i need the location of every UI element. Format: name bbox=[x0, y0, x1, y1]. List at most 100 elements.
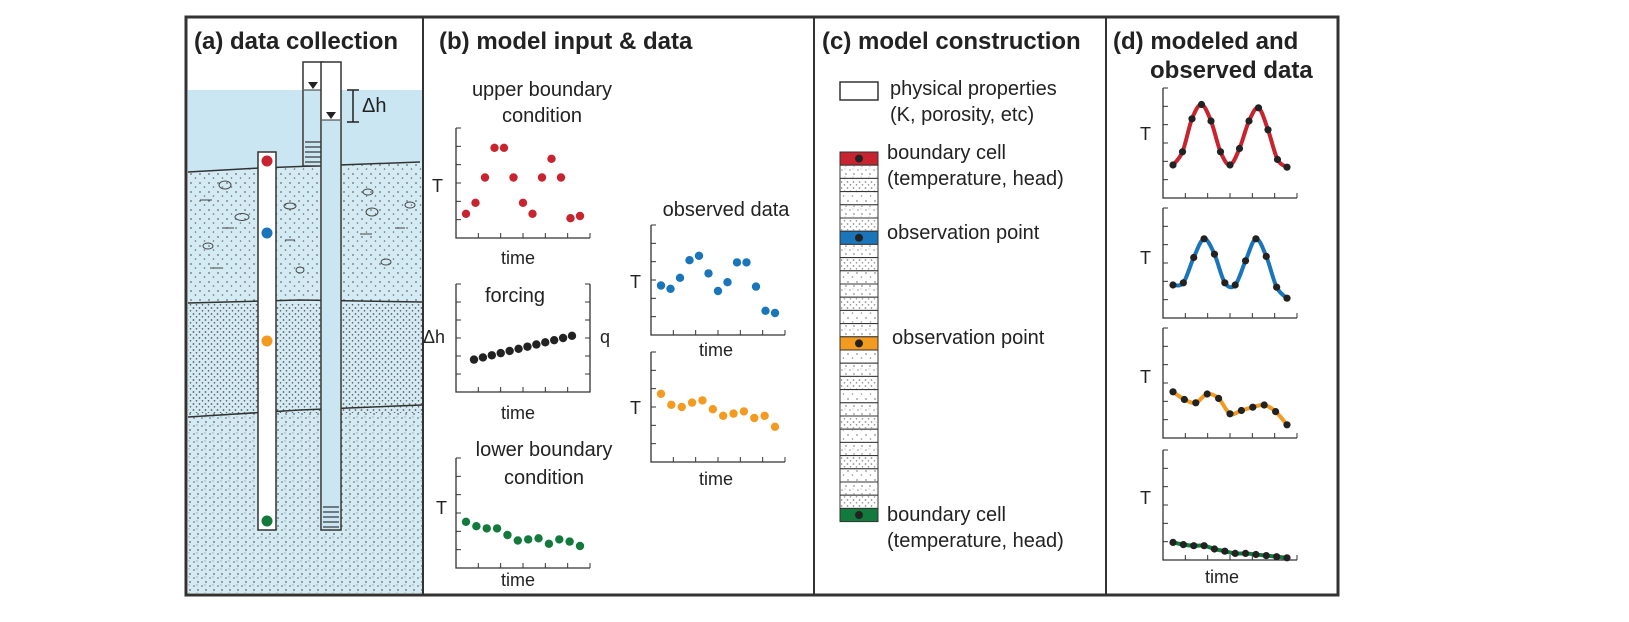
data-point bbox=[751, 282, 761, 291]
observed-point bbox=[1215, 394, 1223, 402]
data-point bbox=[575, 211, 585, 221]
observed-point bbox=[1226, 410, 1234, 418]
observed-point bbox=[1210, 545, 1219, 553]
observed-2-series bbox=[656, 389, 780, 431]
observed-point bbox=[1197, 100, 1206, 109]
data-point bbox=[770, 422, 780, 431]
modeled-curve bbox=[1171, 389, 1289, 427]
data-point bbox=[761, 306, 770, 315]
observed-data-title: observed data bbox=[663, 199, 791, 221]
observed-point bbox=[1221, 279, 1229, 287]
forcing-title: forcing bbox=[485, 285, 545, 307]
observed-1-ylabel: T bbox=[630, 272, 641, 292]
observed-point bbox=[1190, 542, 1198, 550]
axis-line bbox=[650, 225, 785, 336]
observed-point bbox=[1169, 538, 1177, 547]
data-point bbox=[492, 524, 502, 533]
data-point bbox=[685, 256, 694, 265]
observed-point bbox=[1216, 148, 1225, 156]
water-level-marker-2 bbox=[326, 112, 336, 119]
upper-boundary-title-1: upper boundary bbox=[472, 79, 612, 101]
data-point bbox=[523, 342, 532, 351]
data-point bbox=[555, 535, 564, 544]
axis-line bbox=[1162, 88, 1297, 199]
observed-point bbox=[1180, 395, 1188, 404]
model-cell-node bbox=[855, 339, 863, 348]
data-point bbox=[547, 154, 556, 163]
observed-point bbox=[1200, 542, 1208, 550]
data-point bbox=[770, 308, 780, 318]
observation-point-2-label: observation point bbox=[892, 327, 1045, 349]
observed-point bbox=[1231, 549, 1239, 558]
observed-point bbox=[1264, 126, 1272, 134]
model-cell-texture bbox=[841, 285, 877, 297]
observed-point bbox=[1273, 155, 1282, 164]
observed-point bbox=[1169, 161, 1177, 169]
model-cell-texture bbox=[841, 496, 877, 508]
observed-point bbox=[1241, 257, 1250, 265]
sensor-green bbox=[261, 515, 273, 527]
observed-point bbox=[1200, 235, 1208, 243]
data-point bbox=[471, 198, 480, 207]
model-cell-texture bbox=[841, 245, 877, 257]
observed-point bbox=[1203, 390, 1211, 398]
data-point bbox=[742, 258, 751, 267]
data-point bbox=[760, 411, 769, 420]
data-point bbox=[528, 209, 537, 218]
observation-point-1-label: observation point bbox=[887, 222, 1040, 244]
model-cell-texture bbox=[841, 298, 877, 310]
physical-properties-label-2: (K, porosity, etc) bbox=[890, 104, 1034, 126]
observed-point bbox=[1254, 104, 1263, 112]
data-point bbox=[505, 346, 514, 356]
data-point bbox=[558, 333, 568, 343]
observed-point bbox=[1169, 281, 1177, 289]
modeled-green-series bbox=[1169, 538, 1291, 562]
data-point bbox=[496, 348, 505, 358]
observed-point bbox=[1252, 235, 1260, 243]
modeled-blue-ylabel: T bbox=[1140, 248, 1151, 268]
sediment-upper-texture bbox=[188, 162, 422, 303]
data-point bbox=[480, 173, 490, 182]
observed-2-axes bbox=[650, 351, 786, 463]
data-point bbox=[509, 173, 518, 182]
panel-b-title: (b) model input & data bbox=[439, 28, 693, 55]
forcing-ylabel-q: q bbox=[600, 327, 610, 347]
observed-point bbox=[1262, 552, 1270, 560]
observed-point bbox=[1283, 294, 1291, 302]
data-point bbox=[472, 522, 481, 531]
panel-d: (d) modeled and observed data T T T T ti… bbox=[1113, 28, 1313, 587]
modeled-red-axes bbox=[1162, 87, 1298, 199]
observed-point bbox=[1207, 117, 1215, 125]
data-point bbox=[514, 344, 523, 353]
model-cell-texture bbox=[841, 205, 877, 217]
upper-boundary-axes bbox=[455, 127, 591, 239]
panel-d-title-2: observed data bbox=[1150, 57, 1313, 84]
model-cell-texture bbox=[841, 324, 877, 336]
model-cell-texture bbox=[841, 364, 877, 376]
modeled-green-ylabel: T bbox=[1140, 488, 1151, 508]
modeled-orange-axes bbox=[1162, 327, 1298, 439]
panel-a-title: (a) data collection bbox=[194, 28, 398, 55]
data-point bbox=[499, 143, 509, 152]
data-point bbox=[667, 400, 676, 409]
data-point bbox=[567, 331, 577, 341]
data-point bbox=[523, 535, 533, 544]
data-point bbox=[708, 405, 718, 414]
modeled-curve bbox=[1171, 236, 1289, 301]
data-point bbox=[677, 402, 686, 412]
observed-point bbox=[1241, 549, 1250, 558]
observed-point bbox=[1283, 421, 1291, 429]
lower-boundary-series bbox=[461, 517, 585, 551]
observed-2-ylabel: T bbox=[630, 398, 641, 418]
forcing-ylabel-dh: Δh bbox=[423, 327, 445, 347]
dh-bracket bbox=[347, 89, 359, 123]
model-cell-texture bbox=[841, 456, 877, 468]
model-cell-node bbox=[855, 154, 863, 163]
physical-properties-swatch bbox=[839, 81, 879, 101]
observed-point bbox=[1192, 399, 1200, 407]
panel-d-title-1: (d) modeled and bbox=[1113, 28, 1298, 55]
data-point bbox=[478, 353, 488, 362]
observed-point bbox=[1221, 547, 1229, 555]
sensor-blue bbox=[261, 227, 273, 239]
observed-point bbox=[1169, 388, 1177, 396]
